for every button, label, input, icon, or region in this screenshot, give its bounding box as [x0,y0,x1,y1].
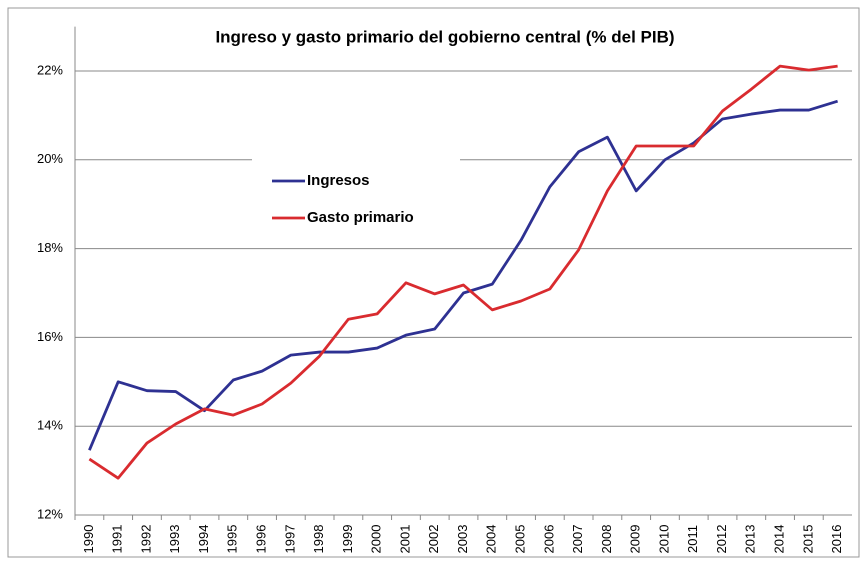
data-line [88,99,839,451]
y-tick-label: 22% [37,62,63,77]
x-tick-label: 1996 [253,525,268,554]
x-tick-label: 1997 [282,525,297,554]
x-tick-label: 2002 [426,525,441,554]
x-tick-label: 2004 [484,525,499,554]
x-tick-label: 1995 [225,525,240,554]
x-tick-label: 2014 [771,525,786,554]
x-tick-label: 1994 [196,525,211,554]
x-tick-label: 2001 [397,525,412,554]
y-tick-label: 14% [37,418,63,433]
x-tick-label: 1991 [110,525,125,554]
x-tick-label: 2012 [714,525,729,554]
x-tick-label: 2008 [599,525,614,554]
legend-label: Gasto primario [307,209,414,226]
y-tick-label: 20% [37,151,63,166]
x-tick-label: 1992 [138,525,153,554]
x-tick-label: 2006 [541,525,556,554]
x-tick-label: 1990 [81,525,96,554]
data-line [88,64,838,480]
legend-box [252,145,460,245]
x-tick-label: 2009 [628,525,643,554]
x-tick-label: 2003 [455,525,470,554]
x-tick-label: 2007 [570,525,585,554]
y-tick-label: 12% [37,506,63,521]
chart-frame [7,7,860,558]
x-tick-label: 2005 [512,525,527,554]
x-tick-label: 1999 [340,525,355,554]
x-tick-label: 2013 [743,525,758,554]
chart-title: Ingreso y gasto primario del gobierno ce… [215,27,674,46]
x-tick-label: 2011 [685,525,700,553]
y-tick-label: 18% [37,240,63,255]
x-tick-label: 2000 [369,525,384,554]
y-tick-label: 16% [37,329,63,344]
x-tick-label: 1993 [167,525,182,554]
legend-label: Ingresos [307,172,370,189]
x-tick-label: 1998 [311,525,326,554]
x-tick-label: 2010 [656,525,671,554]
x-tick-label: 2016 [829,525,844,554]
x-tick-label: 2015 [800,525,815,554]
